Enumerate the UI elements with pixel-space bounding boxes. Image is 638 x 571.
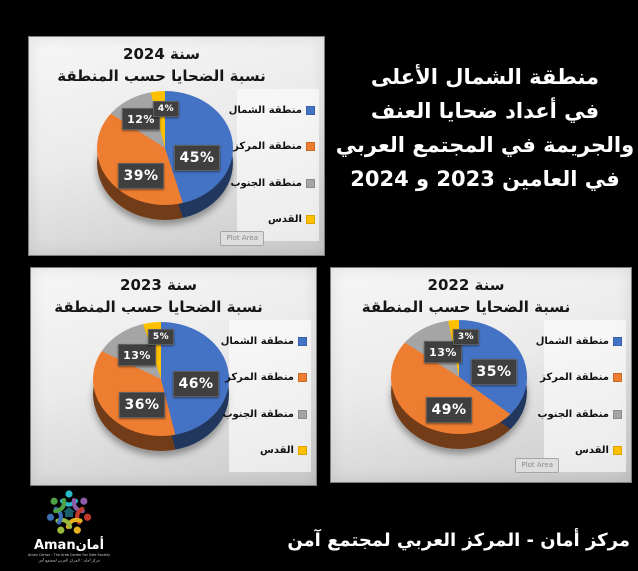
logo-brand-text: Amanأمان [34,536,104,553]
chart-subtitle-2024: نسبة الضحايا حسب المنطقة [57,67,266,85]
slice-label-jerusalem: 3% [453,329,479,345]
slice-label-center: 39% [118,163,164,189]
legend-item-jerusalem: القدس [548,445,622,456]
legend-marker-jerusalem [613,446,622,456]
chart-legend-2024: منطقة الشمال منطقة المركز منطقة الجنوب ا… [229,89,319,241]
legend-item-jerusalem: القدس [241,214,315,225]
chart-subtitle-2023: نسبة الضحايا حسب المنطقة [54,298,263,316]
legend-item-center: منطقة المركز [540,372,622,383]
legend-marker-center [613,373,622,383]
headline: منطقة الشمال الأعلى في أعداد ضحايا العنف… [335,60,635,196]
slice-label-north: 35% [471,359,517,385]
slice-label-south: 13% [424,341,462,363]
aman-logo: Amanأمان Aman Center : The Arab Center F… [22,485,116,567]
legend-marker-south [306,178,315,188]
slice-label-jerusalem: 5% [148,329,174,345]
legend-marker-south [298,409,307,419]
headline-line-4: في العامين 2023 و 2024 [350,167,620,192]
chart-title-2024: سنة 2024 [123,45,200,63]
chart-title-2023: سنة 2023 [120,276,197,294]
legend-item-south: منطقة الجنوب [537,409,622,420]
logo-tagline-en: Aman Center : The Arab Center For Safe S… [28,553,110,557]
headline-line-3: والجريمة في المجتمع العربي [335,133,635,158]
slice-label-jerusalem: 4% [153,101,179,117]
slice-label-north: 45% [174,145,220,171]
slice-label-south: 12% [122,108,160,130]
legend-marker-north [613,336,622,346]
logo-house-icon [63,507,75,517]
legend-item-south: منطقة الجنوب [222,409,307,420]
legend-marker-north [298,336,307,346]
pie-chart-card-2022: سنة 2022 نسبة الضحايا حسب المنطقة 35% 49… [330,267,632,483]
chart-legend-2023: منطقة الشمال منطقة المركز منطقة الجنوب ا… [221,320,311,472]
plot-area-button[interactable]: Plot Area [515,458,559,473]
legend-marker-jerusalem [306,215,315,225]
slice-label-center: 49% [426,397,472,423]
legend-item-north: منطقة الشمال [221,336,307,347]
slice-label-south: 13% [118,344,156,366]
slice-label-center: 36% [119,392,165,418]
legend-item-jerusalem: القدس [233,445,307,456]
chart-legend-2022: منطقة الشمال منطقة المركز منطقة الجنوب ا… [536,320,626,472]
legend-marker-jerusalem [298,446,307,456]
logo-tagline-ar: مركز أمان : المركز العربي لمجتمع آمن [38,558,100,563]
aman-logo-graphic: Amanأمان Aman Center : The Arab Center F… [28,490,110,563]
chart-subtitle-2022: نسبة الضحايا حسب المنطقة [361,298,571,316]
footer-credit: مركز أمان - المركز العربي لمجتمع آمن [287,530,630,551]
logo-figures-circle [46,490,92,534]
slice-label-north: 46% [173,371,219,397]
legend-item-north: منطقة الشمال [536,336,622,347]
plot-area-button[interactable]: Plot Area [220,231,264,246]
legend-marker-center [306,142,315,152]
headline-line-2: في أعداد ضحايا العنف [370,99,600,124]
legend-marker-north [306,105,315,115]
chart-title-2022: سنة 2022 [427,276,505,294]
pie-chart-card-2023: سنة 2023 نسبة الضحايا حسب المنطقة 46% 36… [30,267,317,486]
legend-marker-south [613,409,622,419]
legend-item-center: منطقة المركز [233,141,315,152]
legend-marker-center [298,373,307,383]
legend-item-center: منطقة المركز [225,372,307,383]
legend-item-north: منطقة الشمال [229,105,315,116]
legend-item-south: منطقة الجنوب [230,178,315,189]
headline-line-1: منطقة الشمال الأعلى [370,65,600,89]
pie-chart-card-2024: سنة 2024 نسبة الضحايا حسب المنطقة 45% 39… [28,36,325,256]
